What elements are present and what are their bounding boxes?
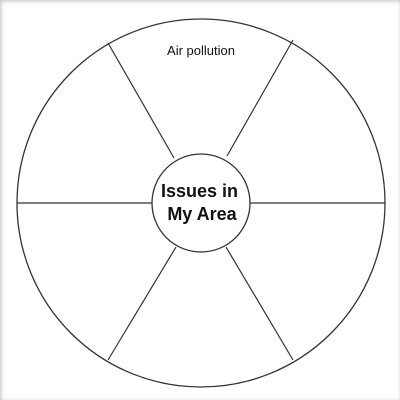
- spoke-lower-left: [107, 246, 177, 361]
- spoke-lower-right: [225, 246, 294, 361]
- center-title: Issues in My Area: [161, 181, 243, 224]
- center-title-line-2: My Area: [167, 204, 237, 224]
- spoke-upper-left: [107, 42, 175, 159]
- segment-top-label: Air pollution: [167, 43, 235, 58]
- center-title-line-1: Issues in: [161, 181, 238, 201]
- spoke-upper-right: [226, 39, 294, 157]
- center-hub: [151, 153, 251, 253]
